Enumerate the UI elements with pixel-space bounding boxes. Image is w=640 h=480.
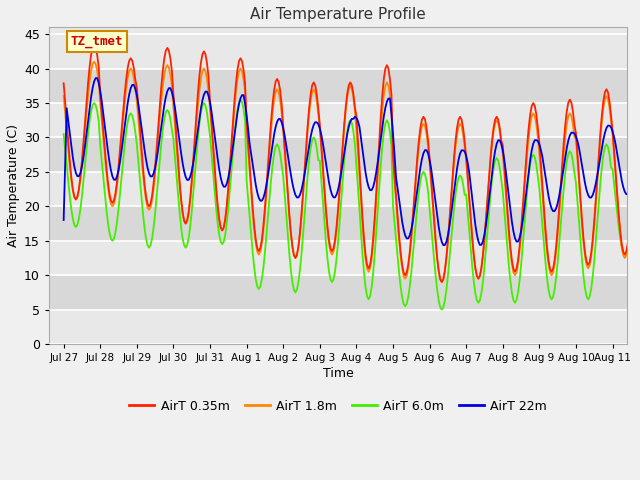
Bar [49, 275, 627, 310]
AirT 0.35m [566, 96, 573, 102]
AirT 22m [92, 75, 99, 81]
AirT 6.0m [60, 131, 67, 137]
AirT 22m [79, 155, 87, 160]
Legend: AirT 0.35m, AirT 1.8m, AirT 6.0m, AirT 22m: AirT 0.35m, AirT 1.8m, AirT 6.0m, AirT 2… [124, 395, 552, 418]
AirT 0.35m [79, 139, 87, 145]
AirT 22m [440, 242, 447, 248]
Bar [49, 103, 627, 137]
AirT 6.0m [479, 279, 487, 285]
AirT 6.0m [438, 307, 445, 312]
Bar [49, 206, 627, 241]
AirT 1.8m [479, 252, 487, 258]
AirT 0.35m [438, 279, 445, 285]
Bar [49, 172, 627, 206]
Line: AirT 6.0m: AirT 6.0m [63, 99, 640, 310]
Bar [49, 137, 627, 172]
AirT 22m [60, 217, 67, 223]
Title: Air Temperature Profile: Air Temperature Profile [250, 7, 426, 22]
AirT 22m [566, 132, 573, 138]
AirT 0.35m [362, 252, 369, 258]
AirT 1.8m [438, 279, 445, 285]
Line: AirT 1.8m: AirT 1.8m [63, 62, 640, 282]
X-axis label: Time: Time [323, 367, 353, 380]
Line: AirT 22m: AirT 22m [63, 78, 640, 245]
AirT 0.35m [99, 128, 107, 133]
AirT 6.0m [79, 178, 87, 184]
AirT 1.8m [79, 145, 87, 151]
AirT 1.8m [362, 256, 369, 262]
Y-axis label: Air Temperature (C): Air Temperature (C) [7, 124, 20, 247]
Line: AirT 0.35m: AirT 0.35m [63, 45, 640, 282]
AirT 6.0m [362, 285, 369, 290]
AirT 1.8m [99, 134, 107, 140]
AirT 1.8m [90, 59, 98, 65]
AirT 0.35m [479, 252, 487, 258]
AirT 0.35m [60, 80, 67, 86]
Bar [49, 69, 627, 103]
AirT 22m [99, 111, 107, 117]
AirT 0.35m [90, 42, 98, 48]
Bar [49, 310, 627, 344]
AirT 6.0m [237, 96, 244, 102]
AirT 1.8m [60, 93, 67, 99]
AirT 1.8m [566, 110, 573, 116]
Text: TZ_tmet: TZ_tmet [71, 35, 124, 48]
AirT 22m [479, 239, 487, 244]
AirT 6.0m [566, 148, 573, 154]
AirT 22m [362, 169, 369, 175]
Bar [49, 34, 627, 69]
Bar [49, 241, 627, 275]
AirT 6.0m [98, 158, 106, 164]
